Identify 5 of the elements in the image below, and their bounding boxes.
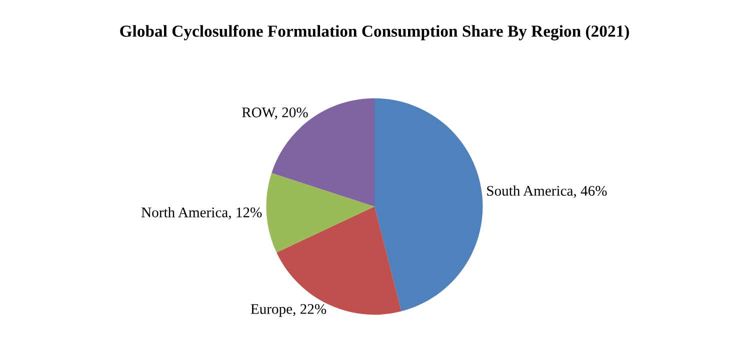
slice-label: Europe, 22%	[250, 304, 326, 317]
slice-label: South America, 46%	[487, 185, 607, 198]
chart-title: Global Cyclosulfone Formulation Consumption Share By Region (2021)	[120, 24, 629, 40]
slice-label: ROW, 20%	[242, 107, 308, 120]
slice-label: North America, 12%	[141, 207, 262, 220]
